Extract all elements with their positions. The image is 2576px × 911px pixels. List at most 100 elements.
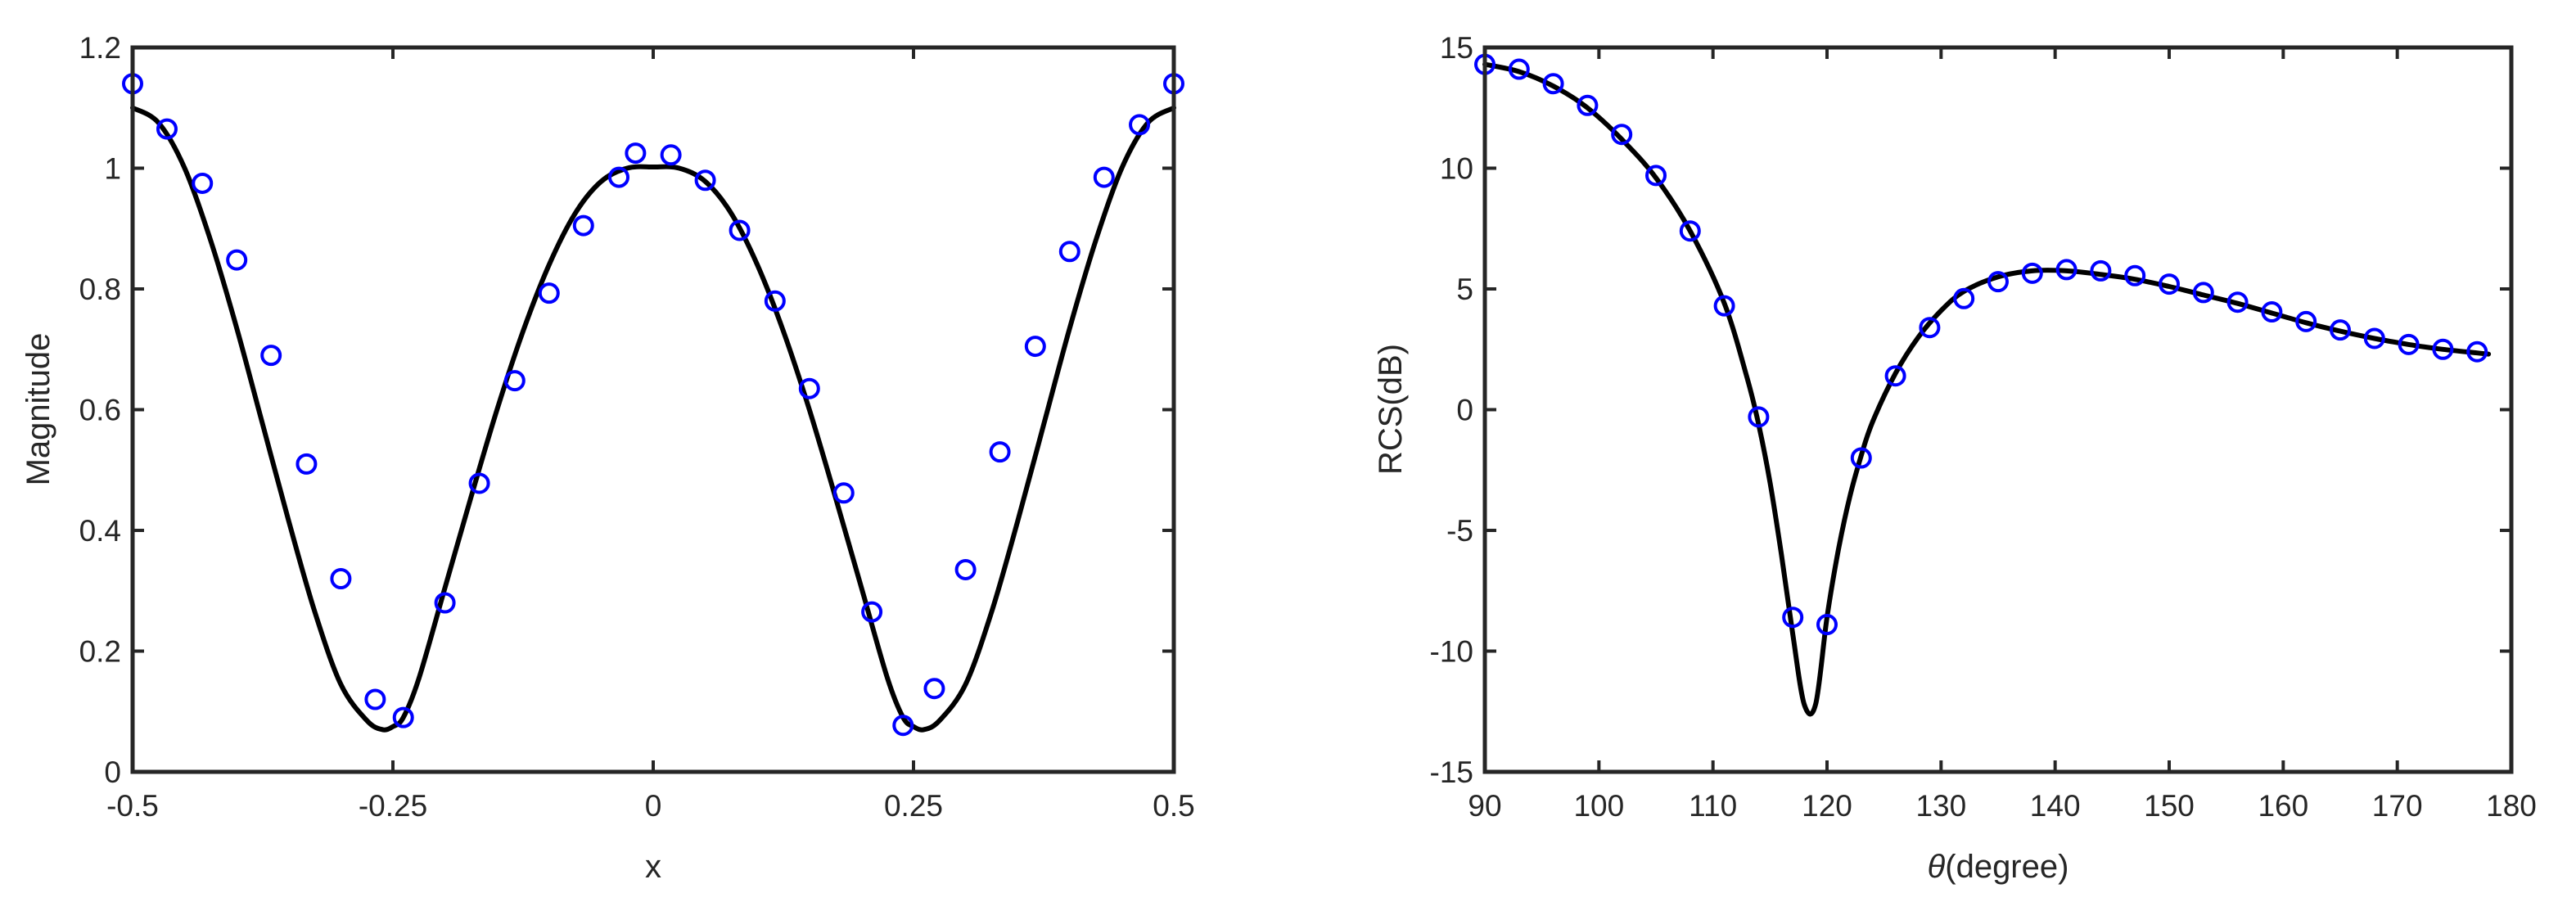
magnitude-plot-xtick-label: 0.5 — [1153, 789, 1194, 823]
rcs-plot-xtick-label: 100 — [1573, 789, 1624, 823]
rcs-plot-xlabel: θ(degree) — [1928, 849, 2069, 885]
magnitude-plot-marker — [832, 482, 855, 504]
magnitude-plot-marker — [1129, 114, 1151, 136]
rcs-plot-marker — [2055, 259, 2077, 281]
magnitude-plot-marker — [330, 568, 352, 589]
magnitude-plot-marker — [364, 688, 386, 710]
rcs-plot-marker — [1611, 124, 1633, 146]
magnitude-plot-marker — [156, 118, 178, 140]
rcs-plot-ytick-label: -10 — [1430, 635, 1473, 669]
rcs-plot-marker — [2090, 259, 2112, 282]
rcs-plot-ytick-label: 15 — [1440, 31, 1473, 65]
rcs-plot-curve — [1482, 61, 2492, 717]
rcs-plot-ytick-label: 5 — [1456, 273, 1473, 306]
magnitude-plot-marker — [694, 169, 716, 192]
magnitude-plot-ytick-label: 0.4 — [79, 514, 121, 548]
rcs-plot-marker — [1953, 287, 1975, 309]
rcs-plot-ytick-label: 10 — [1440, 152, 1473, 186]
magnitude-plot-marker — [295, 453, 318, 475]
magnitude-plot-series — [122, 73, 1184, 737]
rcs-plot-xtick-label: 180 — [2486, 789, 2537, 823]
rcs-plot-marker — [2226, 291, 2249, 313]
rcs-plot-marker — [2159, 273, 2180, 295]
magnitude-plot-marker — [1024, 336, 1046, 358]
rcs-plot-xtick-label: 110 — [1689, 789, 1737, 823]
magnitude-plot-marker — [660, 144, 682, 166]
rcs-plot-marker — [1919, 317, 1941, 339]
rcs-plot-xtick-label: 160 — [2258, 789, 2308, 823]
rcs-plot-xtick-label: 140 — [2030, 789, 2081, 823]
rcs-plot: 90 100 110 120 130 140 150 160 170 180 -15 -10 -5 0 5 1… — [1373, 31, 2537, 885]
rcs-plot-marker — [1748, 406, 1770, 428]
magnitude-plot-marker — [892, 715, 914, 737]
magnitude-plot-marker — [226, 249, 248, 271]
magnitude-plot-curve — [130, 105, 1176, 733]
rcs-plot-xlabel-unit: (degree) — [1945, 849, 2068, 885]
rcs-plot-marker — [2398, 333, 2420, 355]
rcs-plot-marker — [1713, 295, 1735, 317]
rcs-plot-xtick-label: 120 — [1802, 789, 1852, 823]
rcs-plot-ytick-label: 0 — [1456, 394, 1473, 427]
rcs-plot-marker — [2021, 262, 2043, 284]
magnitude-plot-marker — [572, 214, 594, 237]
rcs-plot-marker — [1987, 271, 2009, 293]
rcs-plot-ylabel: RCS(dB) — [1373, 344, 1409, 475]
magnitude-plot-marker — [260, 345, 282, 367]
rcs-plot-marker — [1850, 447, 1872, 469]
rcs-plot-marker — [1542, 73, 1564, 95]
rcs-plot-marker — [1679, 220, 1701, 242]
rcs-plot-marker — [2261, 301, 2283, 323]
magnitude-plot-ticks: -0.5 -0.25 0 0.25 0.5 0 0.2 0.4 0.6 0.8 1 1.2 — [79, 31, 1195, 823]
rcs-plot-series — [1474, 53, 2492, 717]
rcs-plot-xtick-label: 130 — [1915, 789, 1966, 823]
magnitude-plot-marker — [503, 370, 526, 392]
rcs-plot-xtick-label: 150 — [2144, 789, 2195, 823]
rcs-plot-ytick-label: -5 — [1446, 514, 1473, 548]
rcs-plot-xlabel-symbol: θ — [1928, 849, 1946, 885]
magnitude-plot-ytick-label: 1 — [104, 152, 121, 186]
rcs-plot-marker — [1645, 165, 1667, 187]
magnitude-plot-marker — [538, 282, 560, 304]
rcs-plot-xtick-label: 90 — [1468, 789, 1501, 823]
magnitude-plot-marker — [989, 441, 1011, 463]
magnitude-plot-xtick-label: -0.5 — [106, 789, 159, 823]
magnitude-plot-marker — [392, 706, 414, 728]
rcs-plot-marker — [1508, 58, 1530, 80]
rcs-plot-marker — [2124, 264, 2146, 286]
magnitude-plot-ylabel: Magnitude — [20, 333, 56, 486]
rcs-plot-marker — [2432, 338, 2454, 360]
magnitude-plot-marker — [608, 166, 630, 188]
magnitude-plot-marker — [1058, 241, 1080, 263]
magnitude-plot-ytick-label: 1.2 — [79, 31, 121, 65]
rcs-plot-marker — [1782, 607, 1804, 629]
magnitude-plot-xlabel: x — [645, 849, 661, 885]
magnitude-plot-marker — [468, 472, 490, 494]
rcs-plot-marker — [1816, 614, 1838, 636]
magnitude-plot-marker — [1093, 166, 1115, 188]
rcs-plot-marker — [2363, 327, 2385, 350]
rcs-plot-xtick-label: 170 — [2372, 789, 2423, 823]
magnitude-plot-ytick-label: 0.8 — [79, 273, 121, 306]
magnitude-plot-marker — [625, 142, 647, 165]
magnitude-plot-marker — [192, 172, 214, 194]
magnitude-plot-xtick-label: 0.25 — [884, 789, 943, 823]
rcs-plot-marker — [2466, 340, 2488, 363]
magnitude-plot-xtick-label: -0.25 — [359, 789, 427, 823]
magnitude-plot-xtick-label: 0 — [645, 789, 662, 823]
rcs-plot-marker — [2330, 319, 2351, 341]
rcs-plot-ytick-label: -15 — [1430, 755, 1473, 789]
magnitude-plot-marker — [923, 678, 945, 700]
magnitude-plot-marker — [861, 601, 883, 623]
rcs-plot-marker — [2295, 310, 2317, 332]
magnitude-plot: -0.5 -0.25 0 0.25 0.5 0 0.2 0.4 0.6 0.8 1 1.2 x Mag… — [20, 31, 1195, 885]
magnitude-plot-marker — [729, 219, 751, 241]
magnitude-plot-marker — [954, 558, 977, 580]
magnitude-plot-ytick-label: 0 — [104, 755, 121, 789]
magnitude-plot-ytick-label: 0.6 — [79, 394, 121, 427]
rcs-plot-marker — [1577, 94, 1599, 116]
magnitude-plot-ytick-label: 0.2 — [79, 635, 121, 669]
magnitude-plot-marker — [798, 377, 820, 399]
rcs-plot-marker — [2192, 282, 2214, 304]
